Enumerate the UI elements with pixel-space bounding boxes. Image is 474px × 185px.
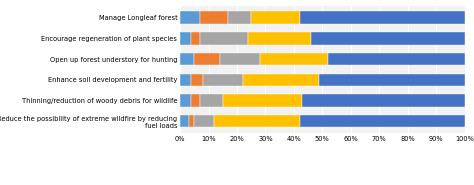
Bar: [220, 53, 260, 65]
Bar: [180, 94, 191, 107]
Bar: [180, 11, 200, 24]
Bar: [300, 11, 465, 24]
Bar: [228, 11, 251, 24]
Bar: [251, 11, 300, 24]
Bar: [180, 115, 189, 127]
Bar: [180, 53, 194, 65]
Bar: [194, 53, 220, 65]
Bar: [248, 32, 311, 45]
Bar: [194, 115, 214, 127]
Bar: [214, 115, 300, 127]
Bar: [300, 115, 465, 127]
Bar: [200, 11, 228, 24]
Bar: [191, 32, 200, 45]
Bar: [191, 94, 200, 107]
Bar: [200, 94, 223, 107]
Bar: [191, 73, 203, 86]
Bar: [203, 73, 243, 86]
Bar: [243, 73, 319, 86]
Bar: [319, 73, 465, 86]
Bar: [180, 32, 191, 45]
Bar: [302, 94, 465, 107]
Bar: [328, 53, 465, 65]
Bar: [311, 32, 465, 45]
Bar: [200, 32, 248, 45]
Bar: [260, 53, 328, 65]
Bar: [223, 94, 302, 107]
Bar: [180, 73, 191, 86]
Bar: [189, 115, 194, 127]
